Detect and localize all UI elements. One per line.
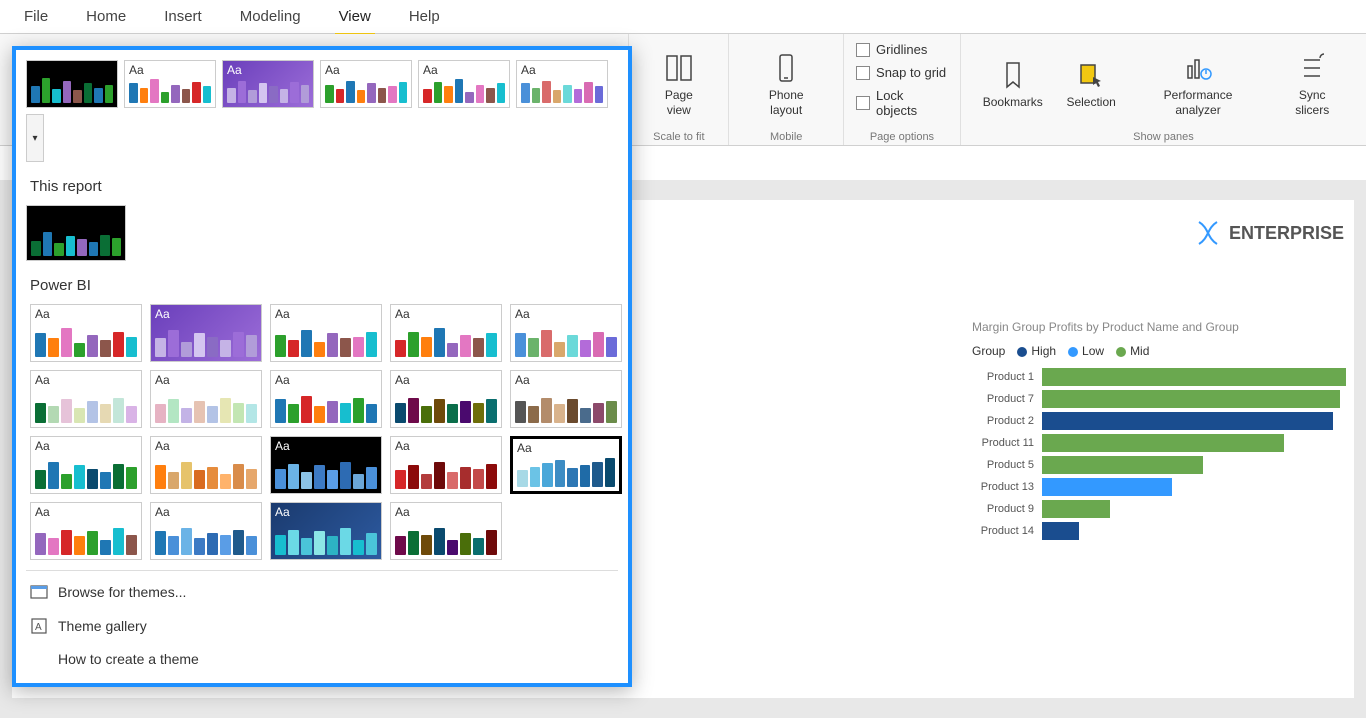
show-panes-group: Bookmarks Selection Performance analyzer… [961,34,1366,145]
theme-thumb[interactable]: Aa [150,304,262,362]
chart-bar-row: Product 13 [972,478,1352,496]
theme-thumb[interactable]: Aa [150,370,262,428]
theme-grid: AaAaAaAaAaAaAaAaAaAaAaAaAaAaAaAaAaAaAa [16,298,628,566]
page-options-group: Gridlines Snap to grid Lock objects Page… [844,34,961,145]
brand-logo: ENTERPRISE [1195,220,1344,246]
tab-modeling[interactable]: Modeling [236,2,305,31]
theme-thumb[interactable]: Aa [30,304,142,362]
tab-file[interactable]: File [20,2,52,31]
theme-thumb[interactable]: Aa [390,502,502,560]
theme-dropdown-button[interactable]: ▾ [26,114,44,162]
tab-home[interactable]: Home [82,2,130,31]
gridlines-checkbox[interactable]: Gridlines [856,40,927,59]
theme-thumb[interactable]: Aa [390,304,502,362]
theme-thumb[interactable]: Aa [510,370,622,428]
theme-thumb[interactable]: Aa [320,60,412,108]
mobile-group-label: Mobile [770,129,802,143]
theme-thumb[interactable]: Aa [270,370,382,428]
chart-bar-row: Product 14 [972,522,1352,540]
theme-thumb[interactable]: Aa [390,370,502,428]
selection-button[interactable]: Selection [1057,55,1126,113]
margin-chart: Margin Group Profits by Product Name and… [972,320,1352,544]
theme-thumb[interactable]: Aa [30,502,142,560]
chart-bar-row: Product 7 [972,390,1352,408]
chart-bar-row: Product 5 [972,456,1352,474]
ribbon-tabs: File Home Insert Modeling View Help [0,0,1366,34]
chart-title: Margin Group Profits by Product Name and… [972,320,1352,334]
svg-text:A: A [35,622,42,633]
panel-quick-row: AaAaAaAaAa▾ [16,50,628,168]
phone-layout-button[interactable]: Phone layout [741,48,831,121]
tab-insert[interactable]: Insert [160,2,206,31]
theme-thumb[interactable]: Aa [124,60,216,108]
theme-thumb[interactable]: Aa [516,60,608,108]
chart-legend: GroupHighLowMid [972,344,1352,358]
sync-label: Sync slicers [1280,88,1344,117]
this-report-row [16,199,628,267]
legend-item: Low [1068,344,1104,358]
page-view-button[interactable]: Page view [641,48,716,121]
powerbi-heading: Power BI [16,267,628,298]
theme-thumb[interactable]: Aa [418,60,510,108]
theme-thumb[interactable]: Aa [390,436,502,494]
howto-theme-item[interactable]: How to create a theme [16,643,628,675]
bookmarks-button[interactable]: Bookmarks [973,55,1053,113]
page-view-label: Page view [651,88,706,117]
theme-thumb[interactable]: Aa [30,370,142,428]
theme-thumb[interactable]: Aa [270,304,382,362]
legend-item: High [1017,344,1056,358]
selection-label: Selection [1066,95,1115,109]
theme-thumb[interactable]: Aa [510,436,622,494]
chart-bar-row: Product 1 [972,368,1352,386]
theme-thumb[interactable]: Aa [270,502,382,560]
theme-thumb[interactable] [26,60,118,108]
theme-thumb[interactable]: Aa [150,502,262,560]
phone-layout-label: Phone layout [751,88,821,117]
snap-checkbox[interactable]: Snap to grid [856,63,946,82]
chart-bar-row: Product 11 [972,434,1352,452]
theme-thumb[interactable] [26,205,126,261]
tab-help[interactable]: Help [405,2,444,31]
theme-thumb[interactable]: Aa [150,436,262,494]
performance-button[interactable]: Performance analyzer [1130,48,1267,121]
show-panes-label: Show panes [1133,129,1194,143]
theme-thumb[interactable]: Aa [510,304,622,362]
theme-thumb[interactable]: Aa [270,436,382,494]
lock-checkbox[interactable]: Lock objects [856,86,948,120]
chart-bar-row: Product 2 [972,412,1352,430]
theme-thumb[interactable]: Aa [222,60,314,108]
chart-bar-row: Product 9 [972,500,1352,518]
tab-view[interactable]: View [335,2,375,31]
page-options-label: Page options [870,129,934,143]
bookmarks-label: Bookmarks [983,95,1043,109]
theme-gallery-item[interactable]: A Theme gallery [16,609,628,643]
legend-item: Mid [1116,344,1149,358]
perf-label: Performance analyzer [1140,88,1257,117]
browse-themes-item[interactable]: Browse for themes... [16,575,628,609]
dna-icon [1195,220,1221,246]
theme-thumb[interactable]: Aa [30,436,142,494]
scale-group: Page view Scale to fit [629,34,729,145]
scale-group-label: Scale to fit [653,129,704,143]
mobile-group: Phone layout Mobile [729,34,844,145]
theme-dropdown-panel: AaAaAaAaAa▾ This report Power BI AaAaAaA… [12,46,632,687]
sync-slicers-button[interactable]: Sync slicers [1270,48,1354,121]
this-report-heading: This report [16,168,628,199]
